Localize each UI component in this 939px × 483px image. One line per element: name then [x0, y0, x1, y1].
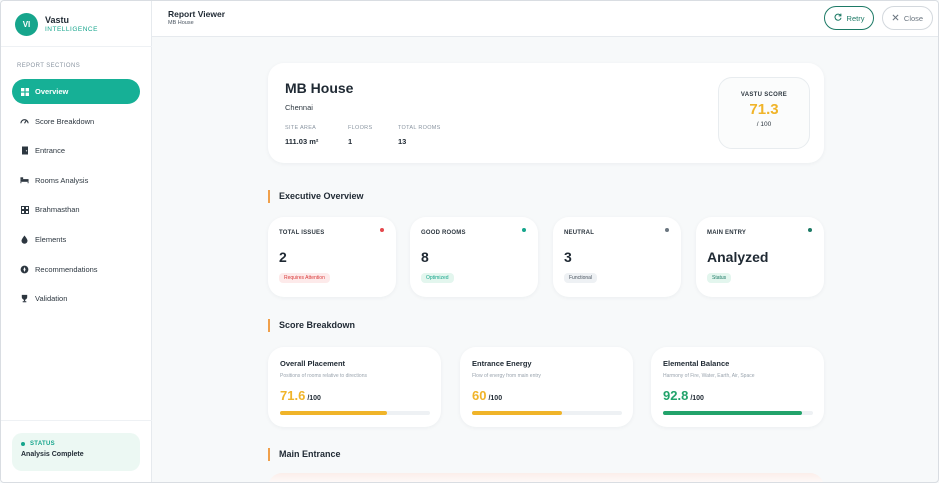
score-card-title: Overall Placement	[280, 359, 346, 368]
score-card-description: Harmony of Fire, Water, Earth, Air, Spac…	[663, 373, 755, 379]
score-progress-fill	[663, 411, 803, 415]
property-city: Chennai	[285, 103, 313, 112]
score-card-title: Elemental Balance	[663, 359, 730, 368]
property-name: MB House	[285, 80, 354, 96]
gauge-icon	[20, 117, 29, 126]
vastu-score-value: 71.3	[749, 101, 779, 118]
overview-card: NEUTRAL 3 Functional	[553, 217, 681, 297]
score-card-value: 60/100	[472, 388, 503, 403]
stat-floors: FLOORS 1	[348, 125, 373, 146]
brand-logo: VI	[15, 13, 38, 36]
status-badge: Status	[707, 273, 732, 283]
trophy-icon	[20, 294, 29, 303]
sidebar-item-score-breakdown[interactable]: Score Breakdown	[12, 109, 140, 134]
score-progress-track	[280, 411, 430, 415]
grid-icon	[20, 87, 29, 96]
brand-subtitle: INTELLIGENCE	[45, 26, 98, 33]
overview-card-label: TOTAL ISSUES	[279, 230, 325, 236]
sidebar-item-recommendations[interactable]: Recommendations	[12, 257, 140, 282]
status-panel: STATUS Analysis Complete	[12, 433, 140, 471]
overview-card: TOTAL ISSUES 2 Requires Attention	[268, 217, 396, 297]
sidebar-item-label: Entrance	[35, 146, 66, 156]
score-card-title: Entrance Energy	[472, 359, 532, 368]
main-entrance-card	[268, 473, 824, 482]
status-value: Analysis Complete	[21, 451, 84, 458]
section-title-main-entrance: Main Entrance	[268, 448, 341, 461]
brand-name: Vastu	[45, 15, 70, 26]
compass-icon	[20, 265, 29, 274]
score-progress-track	[472, 411, 622, 415]
score-card: Overall Placement Positions of rooms rela…	[268, 347, 441, 427]
status-dot-icon	[21, 442, 25, 446]
sidebar-section-label: REPORT SECTIONS	[17, 63, 81, 69]
score-card-description: Positions of rooms relative to direction…	[280, 373, 367, 379]
sidebar-item-elements[interactable]: Elements	[12, 227, 140, 252]
status-badge: Requires Attention	[279, 273, 330, 283]
score-card: Entrance Energy Flow of energy from main …	[460, 347, 633, 427]
report-content: MB House Chennai SITE AREA 111.03 m² FLO…	[152, 37, 938, 482]
overview-card-value: 2	[279, 249, 287, 265]
status-badge: Optimized	[421, 273, 454, 283]
sidebar-item-label: Rooms Analysis	[35, 175, 89, 185]
vastu-score-max: / 100	[756, 121, 772, 128]
bed-icon	[20, 176, 29, 185]
page-title: Report Viewer	[168, 9, 226, 19]
top-header: Report Viewer MB House Retry Close	[152, 1, 938, 37]
sidebar-item-label: Validation	[35, 294, 68, 304]
overview-card-label: MAIN ENTRY	[707, 230, 747, 236]
sidebar-item-label: Recommendations	[35, 264, 98, 274]
overview-card: GOOD ROOMS 8 Optimized	[410, 217, 538, 297]
sidebar-nav: Overview Score Breakdown Entrance Rooms …	[12, 79, 140, 316]
close-icon	[892, 14, 899, 23]
overview-card: MAIN ENTRY Analyzed Status	[696, 217, 824, 297]
status-dot-icon	[522, 228, 526, 232]
section-title-score-breakdown: Score Breakdown	[268, 319, 355, 332]
score-progress-fill	[280, 411, 388, 415]
score-card-value: 71.6/100	[280, 388, 321, 403]
overview-card-value: 8	[421, 249, 429, 265]
score-progress-fill	[472, 411, 562, 415]
overview-card-value: 3	[564, 249, 572, 265]
sidebar-item-rooms-analysis[interactable]: Rooms Analysis	[12, 168, 140, 193]
property-summary-card: MB House Chennai SITE AREA 111.03 m² FLO…	[268, 63, 824, 163]
overview-card-label: NEUTRAL	[564, 230, 595, 236]
sidebar: VI Vastu INTELLIGENCE REPORT SECTIONS Ov…	[1, 1, 152, 482]
overview-card-value: Analyzed	[707, 249, 769, 265]
status-dot-icon	[808, 228, 812, 232]
status-label: STATUS	[21, 441, 131, 447]
refresh-icon	[834, 13, 842, 23]
sidebar-item-label: Score Breakdown	[35, 116, 95, 126]
score-card: Elemental Balance Harmony of Fire, Water,…	[651, 347, 824, 427]
sidebar-item-label: Overview	[35, 87, 69, 96]
center-grid-icon	[20, 205, 29, 214]
sidebar-item-brahmasthan[interactable]: Brahmasthan	[12, 197, 140, 222]
sidebar-item-entrance[interactable]: Entrance	[12, 138, 140, 163]
overview-card-label: GOOD ROOMS	[421, 230, 466, 236]
score-card-value: 92.8/100	[663, 388, 704, 403]
vastu-score-label: VASTU SCORE	[740, 92, 788, 98]
stat-total-rooms: TOTAL ROOMS 13	[398, 125, 441, 146]
close-button[interactable]: Close	[882, 6, 933, 30]
door-icon	[20, 146, 29, 155]
brand: VI Vastu INTELLIGENCE	[15, 13, 98, 36]
status-dot-icon	[665, 228, 669, 232]
drop-icon	[20, 235, 29, 244]
status-badge: Functional	[564, 273, 598, 283]
retry-button[interactable]: Retry	[824, 6, 874, 30]
score-progress-track	[663, 411, 813, 415]
score-card-description: Flow of energy from main entry	[472, 373, 541, 379]
sidebar-divider	[1, 46, 152, 47]
sidebar-item-validation[interactable]: Validation	[12, 286, 140, 311]
sidebar-item-label: Brahmasthan	[35, 205, 80, 215]
status-dot-icon	[380, 228, 384, 232]
sidebar-footer-divider	[1, 420, 152, 421]
sidebar-item-overview[interactable]: Overview	[12, 79, 140, 104]
vastu-score-box: VASTU SCORE 71.3 / 100	[718, 77, 810, 149]
stat-site-area: SITE AREA 111.03 m²	[285, 125, 319, 146]
sidebar-item-label: Elements	[35, 234, 67, 244]
page-subtitle: MB House	[168, 20, 194, 26]
section-title-executive-overview: Executive Overview	[268, 190, 364, 203]
